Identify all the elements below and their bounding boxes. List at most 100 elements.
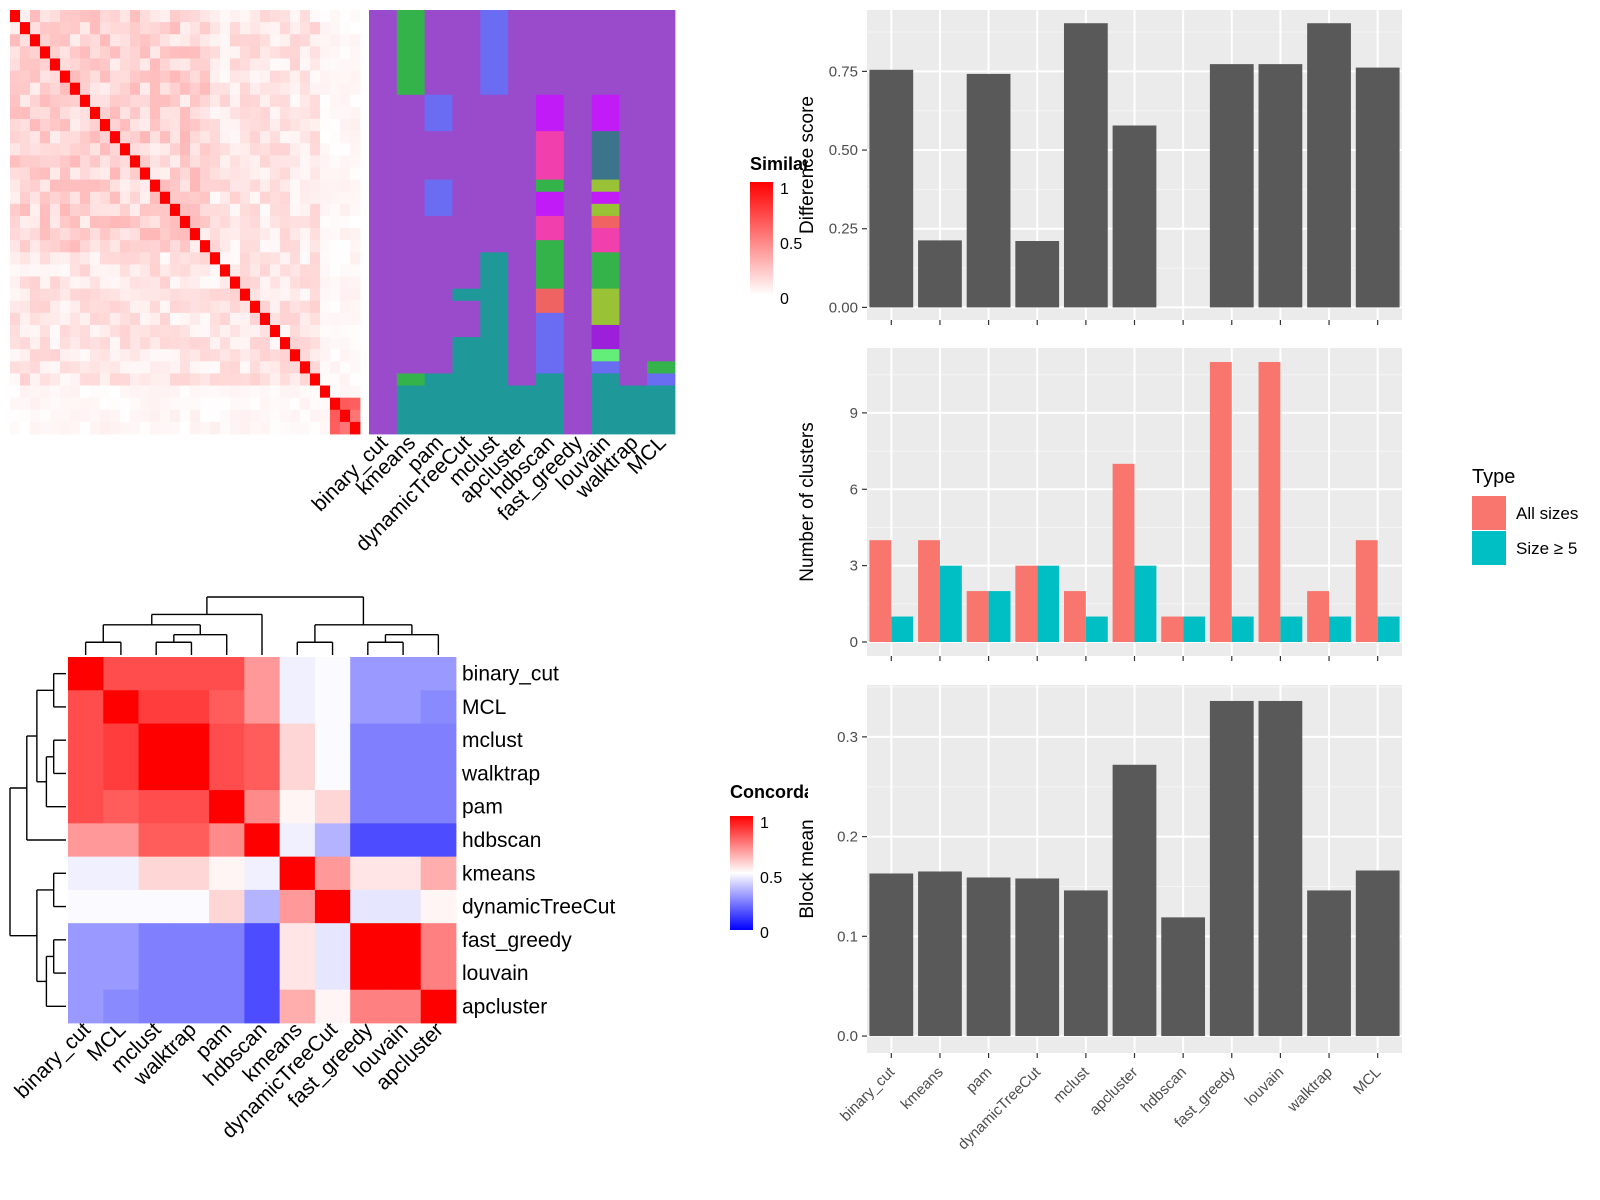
similarity-cell	[80, 143, 91, 156]
similarity-cell	[350, 94, 361, 108]
concordance-cell	[173, 989, 210, 1024]
similarity-cell	[140, 397, 151, 411]
concordance-cell	[385, 923, 422, 957]
similarity-cell	[290, 34, 301, 47]
similarity-cell	[350, 119, 361, 132]
partition-cell-apcluster	[508, 10, 537, 386]
similarity-cell	[120, 276, 131, 290]
similarity-cell	[180, 385, 191, 399]
partition-cell-dynamictreecut	[452, 10, 481, 290]
similarity-cell	[60, 361, 71, 374]
similarity-cell	[100, 276, 111, 290]
similarity-cell	[310, 409, 321, 423]
similarity-cell	[90, 191, 101, 205]
concordance-cell	[314, 889, 351, 924]
similarity-cell	[330, 119, 341, 132]
similarity-cell	[130, 82, 141, 96]
partition-cell-hdbscan	[535, 10, 565, 96]
similarity-cell	[70, 264, 81, 277]
similarity-cell	[10, 143, 21, 156]
similarity-cell	[190, 58, 201, 71]
similarity-cell	[30, 143, 41, 156]
similarity-cell	[270, 337, 281, 350]
similarity-cell	[260, 34, 271, 47]
similarity-cell	[30, 421, 41, 435]
similarity-cell	[110, 191, 121, 205]
partition-cell-mclust	[480, 94, 509, 253]
similarity-cell	[310, 119, 321, 132]
similarity-cell	[20, 46, 31, 59]
concordance-heatmap	[68, 657, 457, 1024]
similarity-cell	[190, 361, 201, 374]
similarity-cell	[340, 288, 351, 302]
similarity-cell	[120, 94, 131, 108]
similarity-cell	[40, 421, 51, 435]
similarity-cell	[250, 397, 261, 411]
similarity-cell	[350, 300, 361, 314]
similarity-cell	[50, 106, 61, 120]
similarity-cell	[210, 421, 221, 435]
similarity-cell	[180, 312, 191, 326]
similarity-cell	[130, 397, 141, 411]
concordance-cell	[68, 756, 104, 791]
similarity-cell	[320, 361, 331, 374]
concordance-cell	[385, 756, 422, 791]
similarity-cell	[100, 203, 111, 217]
similarity-cell	[260, 143, 271, 156]
block-mean-xtick-label-binary-cut: binary_cut	[837, 1063, 899, 1125]
similarity-cell	[350, 228, 361, 241]
similarity-cell	[230, 288, 241, 302]
partition-cell-louvain	[591, 288, 620, 326]
similarity-cell	[30, 119, 41, 132]
similarity-cell	[270, 361, 281, 374]
similarity-cell	[260, 337, 271, 350]
similarity-cell	[330, 34, 341, 47]
similarity-cell	[90, 288, 101, 302]
concordance-cell	[68, 989, 104, 1024]
similarity-cell	[300, 22, 311, 35]
similarity-cell	[300, 215, 311, 229]
similarity-cell	[160, 22, 171, 35]
similarity-cell	[350, 131, 361, 144]
block-mean-ytick-label: 0.0	[837, 1028, 858, 1045]
number-of-clusters-bar-all-sizes-pam	[966, 591, 989, 642]
similarity-cell	[200, 276, 211, 290]
similarity-cell	[10, 349, 21, 362]
similarity-cell	[150, 46, 161, 59]
partition-cell-binary-cut	[369, 10, 398, 435]
similarity-cell	[30, 300, 41, 314]
similarity-cell	[10, 167, 21, 180]
similarity-cell	[260, 215, 271, 229]
similarity-cell	[300, 179, 311, 193]
concordance-cell	[173, 657, 210, 691]
similarity-cell	[240, 276, 251, 290]
similarity-cell	[240, 300, 251, 314]
concordance-cell	[173, 956, 210, 991]
similarity-cell	[80, 94, 91, 108]
similarity-cell	[310, 34, 321, 47]
similarity-cell	[290, 252, 301, 265]
partition-cell-kmeans	[396, 94, 426, 374]
partition-cell-hdbscan	[535, 94, 565, 132]
similarity-cell	[240, 203, 251, 217]
similarity-cell	[120, 119, 131, 132]
concordance-row-label-mcl: MCL	[462, 696, 506, 719]
similarity-cell	[320, 94, 331, 108]
similarity-cell	[150, 300, 161, 314]
similarity-cell	[70, 94, 81, 108]
block-mean-bar-mclust	[1063, 890, 1108, 1037]
similarity-cell	[340, 143, 351, 156]
similarity-cell	[80, 46, 91, 59]
similarity-cell	[270, 82, 281, 96]
concordance-cell	[244, 756, 281, 791]
similarity-cell	[330, 288, 341, 302]
similarity-cell	[210, 337, 221, 350]
similarity-cell	[260, 22, 271, 35]
similarity-cell	[160, 34, 171, 47]
similarity-cell	[190, 397, 201, 411]
similarity-cell	[170, 288, 181, 302]
similarity-cell	[120, 46, 131, 59]
similarity-cell	[350, 58, 361, 71]
similarity-cell	[340, 34, 351, 47]
similarity-cell	[20, 300, 31, 314]
